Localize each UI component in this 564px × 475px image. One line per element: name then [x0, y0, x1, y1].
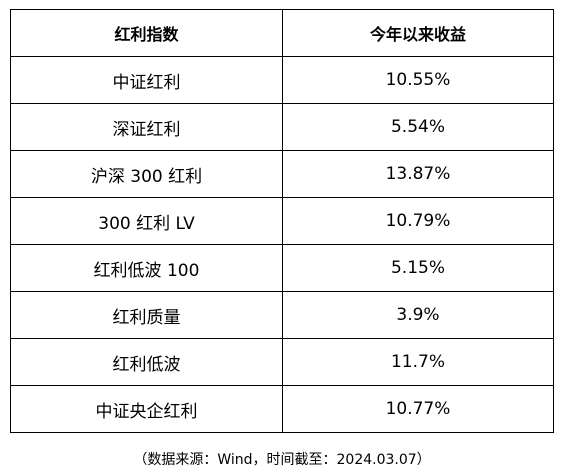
table-row: 红利低波 100 5.15%	[10, 244, 554, 292]
table-row: 中证红利 10.55%	[10, 56, 554, 104]
ytd-return-cell: 11.7%	[282, 338, 554, 386]
column-header-ytd-return: 今年以来收益	[282, 9, 554, 57]
data-source-footnote: （数据来源：Wind，时间截至：2024.03.07）	[133, 452, 431, 468]
column-header-index: 红利指数	[10, 9, 283, 57]
index-name-cell: 沪深 300 红利	[10, 150, 283, 198]
table-row: 中证央企红利 10.77%	[10, 385, 554, 433]
ytd-return-cell: 10.55%	[282, 56, 554, 104]
table-row: 300 红利 LV 10.79%	[10, 197, 554, 245]
ytd-return-cell: 3.9%	[282, 291, 554, 339]
ytd-return-cell: 5.54%	[282, 103, 554, 151]
index-name-cell: 中证红利	[10, 56, 283, 104]
index-name-cell: 红利低波	[10, 338, 283, 386]
index-name-cell: 红利低波 100	[10, 244, 283, 292]
ytd-return-cell: 5.15%	[282, 244, 554, 292]
index-name-cell: 中证央企红利	[10, 385, 283, 433]
table-row: 红利质量 3.9%	[10, 291, 554, 339]
ytd-return-cell: 13.87%	[282, 150, 554, 198]
index-name-cell: 300 红利 LV	[10, 197, 283, 245]
table-row: 红利低波 11.7%	[10, 338, 554, 386]
index-name-cell: 红利质量	[10, 291, 283, 339]
dividend-index-table: 红利指数 今年以来收益 中证红利 10.55% 深证红利 5.54% 沪深 30…	[10, 9, 554, 433]
table-row: 沪深 300 红利 13.87%	[10, 150, 554, 198]
table-row: 深证红利 5.54%	[10, 103, 554, 151]
index-name-cell: 深证红利	[10, 103, 283, 151]
header-row: 红利指数 今年以来收益	[10, 9, 554, 57]
ytd-return-cell: 10.77%	[282, 385, 554, 433]
ytd-return-cell: 10.79%	[282, 197, 554, 245]
